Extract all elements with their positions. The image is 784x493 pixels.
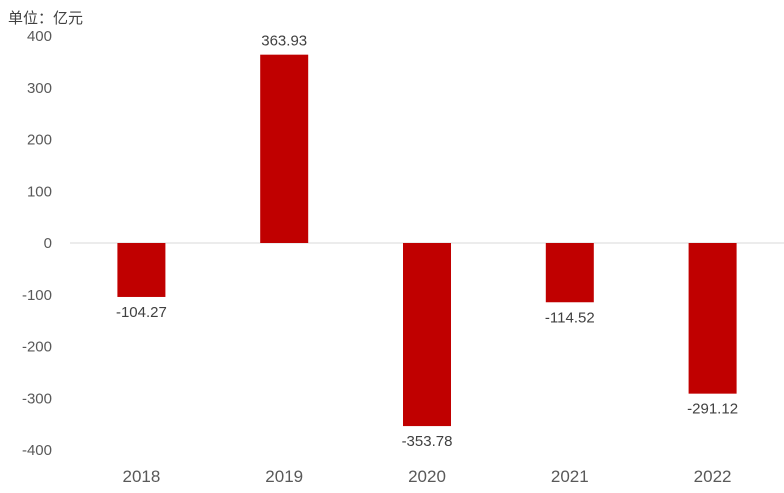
data-label-2019: 363.93 — [261, 33, 307, 50]
y-tick-label: 0 — [44, 235, 52, 252]
bar-2021 — [545, 243, 594, 303]
data-label-2018: -104.27 — [116, 304, 167, 321]
x-axis-ticks: 2018 2019 2020 2021 2022 — [122, 467, 731, 486]
x-tick-label-2020: 2020 — [408, 467, 446, 486]
bar-2020 — [403, 243, 451, 427]
bars — [117, 54, 737, 427]
y-tick-label: -300 — [22, 390, 52, 407]
unit-label: 单位：亿元 — [8, 10, 84, 27]
y-tick-label: 100 — [27, 183, 52, 200]
data-labels: -104.27 363.93 -353.78 -114.52 -291.12 — [116, 33, 738, 450]
x-tick-label-2022: 2022 — [694, 467, 732, 486]
y-tick-label: 400 — [27, 28, 52, 45]
x-tick-label-2021: 2021 — [551, 467, 589, 486]
y-tick-label: -100 — [22, 287, 52, 304]
y-tick-label: 200 — [27, 132, 52, 149]
x-tick-label-2019: 2019 — [265, 467, 303, 486]
bar-2018 — [117, 243, 166, 297]
x-tick-label-2018: 2018 — [122, 467, 160, 486]
data-label-2022: -291.12 — [687, 401, 738, 418]
y-axis-ticks: 400 300 200 100 0 -100 -200 -300 -400 — [22, 28, 52, 459]
bar-2022 — [688, 243, 737, 394]
data-label-2021: -114.52 — [545, 309, 595, 326]
y-tick-label: 300 — [27, 80, 52, 97]
data-label-2020: -353.78 — [402, 433, 453, 450]
bar-2019 — [260, 54, 309, 243]
y-tick-label: -200 — [22, 339, 52, 356]
y-tick-label: -400 — [22, 442, 52, 459]
